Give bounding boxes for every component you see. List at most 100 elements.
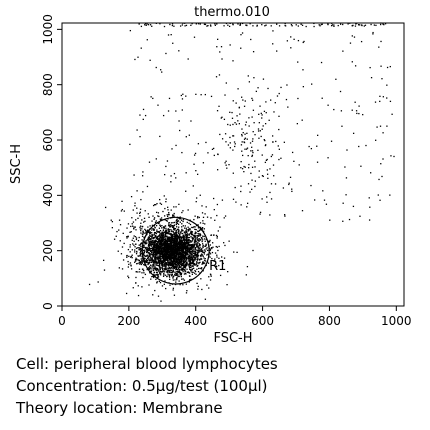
data-point [129,231,131,233]
data-point [157,231,159,233]
data-point [201,243,204,245]
data-point [172,289,174,291]
data-point [153,257,156,259]
data-point [144,250,146,253]
data-point [161,248,164,250]
data-point [173,294,176,296]
data-point [252,51,255,53]
data-point [179,244,181,246]
data-point [141,219,143,221]
data-point [120,253,123,255]
data-point [152,252,155,254]
data-point [178,236,180,238]
data-point [169,23,171,26]
data-point [177,236,179,238]
data-point [313,25,315,28]
data-point [180,255,182,258]
data-point [139,253,142,256]
data-point [168,255,171,257]
data-point [150,244,152,246]
data-point [174,241,176,243]
data-point [222,262,224,265]
data-point [193,36,196,38]
data-point [165,198,167,200]
data-point [201,239,204,241]
data-point [150,240,153,242]
data-point [192,265,194,267]
data-point [130,195,133,198]
data-point [130,225,132,228]
data-point [199,261,201,263]
data-point [151,253,153,255]
data-point [166,264,169,266]
data-point [171,254,174,257]
data-point [202,255,204,257]
data-point [184,245,187,247]
data-point [180,253,182,255]
data-point [185,172,187,174]
data-point [178,247,180,249]
data-point [157,104,159,106]
data-point [242,154,244,157]
data-point [355,23,357,25]
data-point [171,214,174,216]
data-point [175,230,178,232]
data-point [172,267,174,270]
data-point [153,237,155,239]
data-point [153,274,156,277]
data-point [161,257,164,259]
data-point [183,239,185,241]
data-point [269,191,271,194]
data-point [187,247,189,249]
data-point [168,243,170,245]
data-point [153,276,155,279]
data-point [198,238,200,240]
data-point [154,256,157,259]
data-point [210,275,212,277]
data-point [254,160,256,162]
data-point [174,249,176,251]
data-point [197,267,200,270]
data-point [229,147,232,149]
data-point [154,255,157,257]
data-point [162,237,164,239]
data-point [170,34,172,36]
data-point [176,218,178,220]
x-tick-label: 0 [58,314,66,328]
data-point [138,255,140,257]
data-point [142,191,144,193]
data-point [201,247,203,250]
data-point [161,235,164,237]
data-point [164,269,166,271]
data-point [183,240,186,242]
data-point [165,227,167,230]
data-point [351,35,353,37]
data-point [197,230,199,232]
data-point [162,271,164,273]
data-point [172,240,174,242]
data-point [159,245,161,248]
data-point [174,227,177,230]
data-point [195,263,197,265]
data-point [180,240,182,242]
data-point [248,117,250,119]
data-point [310,147,313,150]
data-point [188,259,190,262]
data-point [330,25,333,27]
data-point [144,264,146,267]
data-point [200,234,202,236]
data-point [244,124,247,126]
data-point [182,236,184,238]
data-point [198,250,200,252]
data-point [159,273,161,275]
data-point [182,210,184,212]
data-point [189,258,191,260]
data-point [163,265,165,268]
data-point [333,25,335,27]
data-point [169,264,171,266]
data-point [297,97,299,100]
data-point [188,239,190,241]
data-point [264,161,267,164]
data-point [169,271,171,273]
data-point [233,251,235,253]
